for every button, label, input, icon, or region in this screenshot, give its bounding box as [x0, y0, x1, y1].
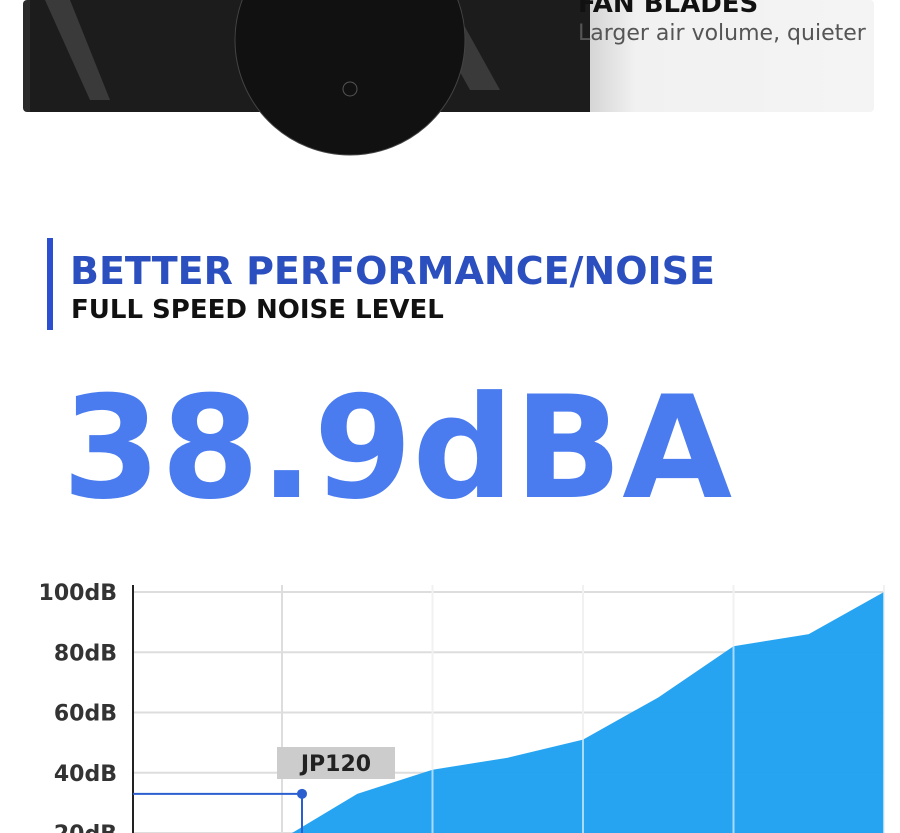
- banner-text: Larger air volume, quieter: [578, 21, 867, 46]
- fan-banner: FAN BLADES Larger air volume, quieter: [23, 0, 874, 156]
- y-tick-label: 80dB: [54, 641, 117, 666]
- marker-dot: [297, 788, 307, 799]
- marker-box: [277, 747, 395, 779]
- banner-heading: FAN BLADES: [578, 0, 758, 19]
- y-tick-label: 40dB: [54, 762, 117, 787]
- chart: 100dB 80dB 60dB 40dB 20dB JP120: [39, 581, 885, 833]
- y-tick-label: 20dB: [54, 822, 117, 833]
- section-subtitle: FULL SPEED NOISE LEVEL: [71, 295, 444, 325]
- fan-hub: [234, 0, 466, 156]
- accent-bar: [47, 238, 53, 330]
- y-tick-label: 60dB: [54, 702, 117, 727]
- section-title: BETTER PERFORMANCE/NOISE: [70, 249, 715, 293]
- marker-label: JP120: [299, 752, 371, 777]
- fan-screw: [342, 81, 358, 97]
- plot-area: [133, 585, 885, 833]
- y-tick-label: 100dB: [39, 581, 117, 606]
- noise-value: 38.9dBA: [62, 366, 732, 531]
